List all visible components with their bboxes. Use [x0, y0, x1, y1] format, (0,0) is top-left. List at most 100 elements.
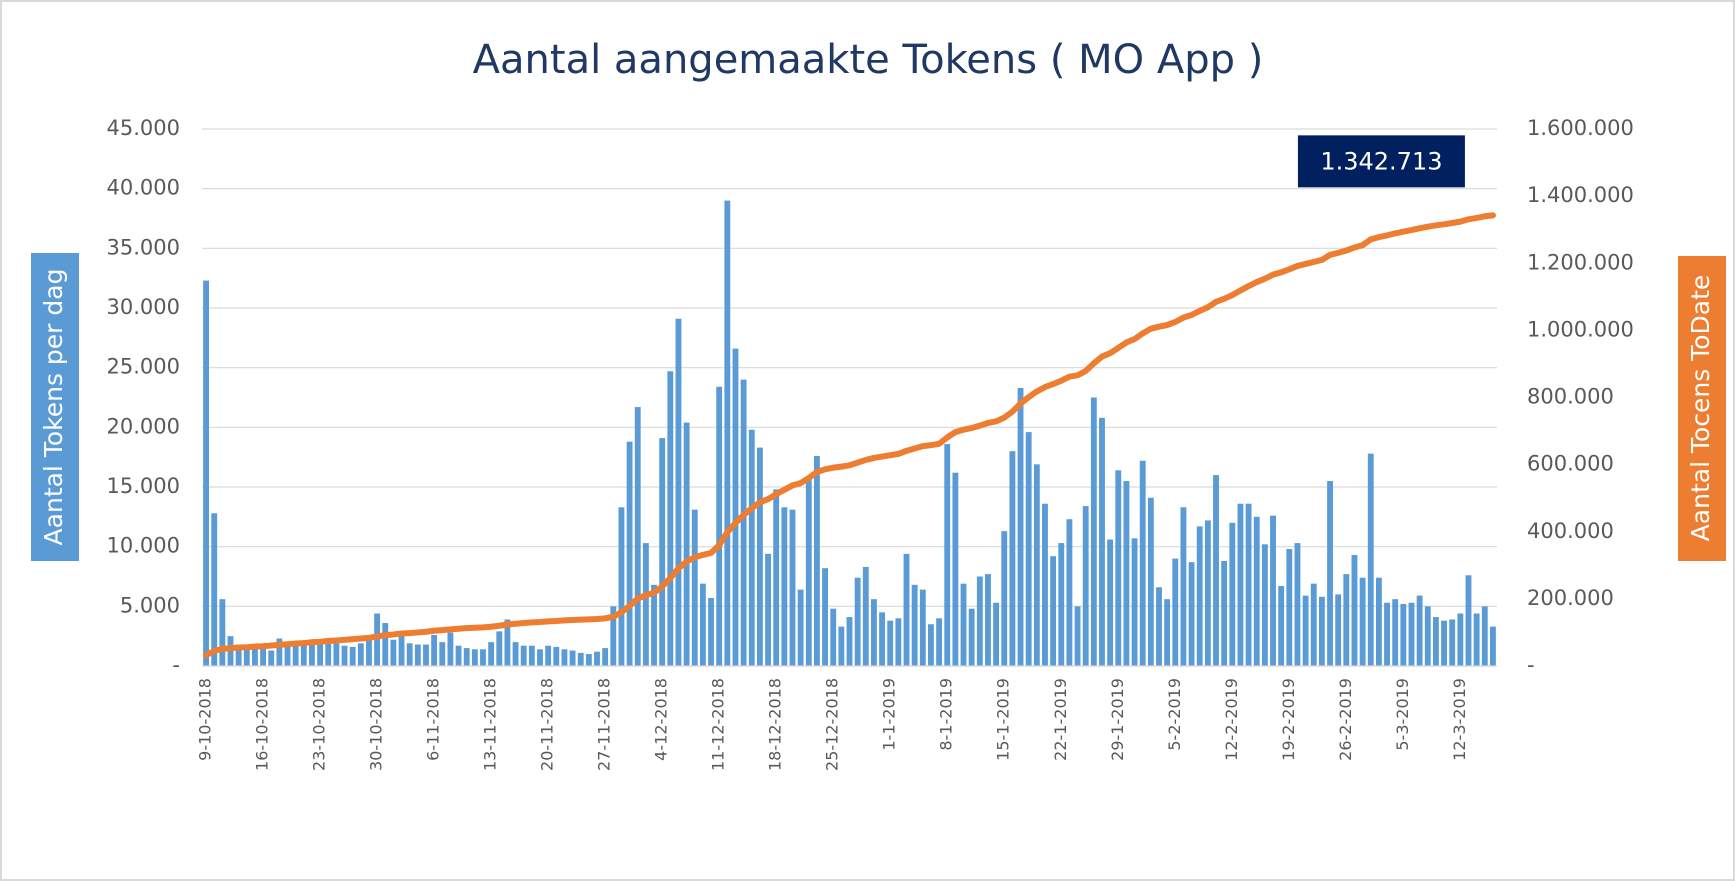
bar: [993, 602, 1000, 666]
bar: [235, 648, 242, 666]
bar: [610, 606, 617, 666]
bar: [879, 612, 886, 666]
bar: [1294, 543, 1301, 666]
bar: [1204, 520, 1211, 666]
bar: [1058, 543, 1065, 666]
bar: [1359, 577, 1366, 666]
x-tick-label: 29-1-2019: [1108, 678, 1127, 761]
bar: [1139, 460, 1146, 666]
x-tick-label: 16-10-2018: [253, 678, 272, 771]
y2-tick-label: 800.000: [1527, 385, 1614, 409]
y-tick-label: 25.000: [107, 355, 180, 379]
y2-tick-label: -: [1527, 653, 1535, 677]
bar: [1090, 397, 1097, 666]
bar: [1050, 556, 1057, 666]
bar: [284, 642, 291, 666]
bar: [1147, 497, 1154, 666]
bar: [985, 574, 991, 666]
bar: [219, 599, 226, 666]
bar: [561, 649, 568, 666]
bar: [528, 645, 535, 666]
bar: [699, 583, 706, 666]
bar: [813, 455, 820, 666]
bar: [455, 645, 462, 666]
bar: [545, 645, 552, 666]
x-tick-label: 20-11-2018: [538, 678, 557, 771]
bar: [691, 509, 698, 666]
x-tick-label: 30-10-2018: [367, 678, 386, 771]
bar: [642, 543, 649, 666]
x-tick-label: 5-2-2019: [1165, 678, 1184, 751]
bar: [1384, 602, 1390, 666]
bar: [471, 649, 478, 666]
bar: [439, 642, 446, 666]
bar: [1318, 596, 1325, 666]
bar: [1400, 603, 1407, 666]
y-tick-label: 40.000: [107, 176, 180, 200]
bar: [480, 649, 486, 666]
bar: [1017, 387, 1024, 666]
bar: [1375, 577, 1382, 666]
x-tick-label: 1-1-2019: [880, 678, 899, 751]
bar: [1188, 562, 1195, 666]
bar: [626, 441, 633, 666]
bar: [504, 619, 511, 666]
bar: [1156, 587, 1162, 666]
bar: [569, 650, 576, 666]
bar: [309, 640, 315, 666]
chart-title: Aantal aangemaakte Tokens ( MO App ): [473, 37, 1264, 83]
x-tick-label: 26-2-2019: [1336, 678, 1355, 761]
x-tick-label: 8-1-2019: [937, 678, 956, 751]
bar: [1253, 516, 1260, 666]
bar: [675, 318, 682, 666]
bar: [911, 584, 918, 666]
bar: [1196, 526, 1203, 666]
bar: [1465, 575, 1472, 666]
bar: [1082, 506, 1089, 666]
bar: [1115, 470, 1122, 666]
bar: [1432, 617, 1439, 666]
bar: [512, 642, 519, 666]
bar: [374, 613, 381, 666]
x-tick-label: 5-3-2019: [1393, 678, 1412, 751]
bar: [887, 620, 894, 666]
bar: [797, 589, 804, 666]
bar: [333, 643, 340, 666]
bar: [1172, 558, 1179, 666]
x-tick-label: 18-12-2018: [766, 678, 785, 771]
bar: [252, 648, 258, 666]
bar: [1131, 538, 1138, 666]
bar: [862, 566, 869, 666]
value-label-box: [1297, 135, 1465, 188]
bar: [936, 618, 943, 666]
bar: [1278, 586, 1285, 666]
bar: [789, 509, 796, 666]
x-tick-label: 12-3-2019: [1450, 678, 1469, 761]
x-tick-label: 25-12-2018: [823, 678, 842, 771]
y2-tick-label: 600.000: [1527, 452, 1614, 476]
bar: [398, 636, 405, 666]
x-tick-label: 19-2-2019: [1279, 678, 1298, 761]
bar: [211, 513, 218, 666]
bar: [1473, 613, 1480, 666]
bar: [1457, 613, 1464, 666]
bar: [708, 597, 714, 666]
bar: [463, 648, 470, 666]
bar: [577, 652, 584, 666]
y-tick-label: 15.000: [107, 474, 180, 498]
bar: [300, 644, 307, 666]
bar: [520, 645, 527, 666]
bar: [1099, 417, 1105, 666]
bar: [1229, 522, 1236, 666]
bar: [585, 654, 592, 666]
bar: [203, 280, 210, 666]
bar: [447, 632, 454, 666]
bar: [928, 624, 934, 666]
bar: [830, 608, 837, 666]
y2-tick-label: 200.000: [1527, 586, 1614, 610]
bar: [765, 553, 771, 666]
y2-axis-title: Aantal Tocens ToDate: [1686, 275, 1715, 542]
bar: [243, 646, 250, 666]
bar: [1489, 626, 1496, 666]
